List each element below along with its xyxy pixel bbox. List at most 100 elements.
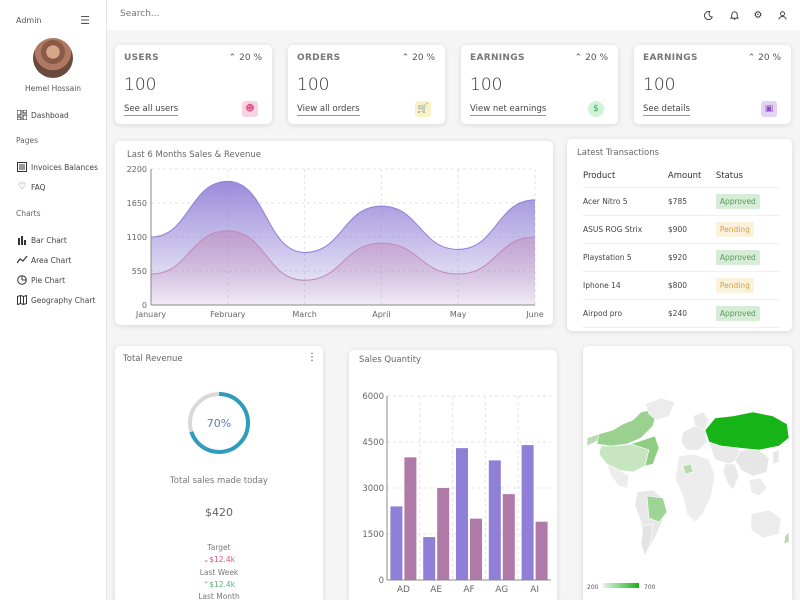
cell-amount: $785 <box>667 187 716 216</box>
last-week-label: Last Week <box>199 568 239 577</box>
bar-AI-series-2 <box>535 521 548 580</box>
last-month-label: Last Month <box>198 592 240 600</box>
transactions-table: Product Amount Status Acer Nitro 5 $785 Ap… <box>583 165 779 328</box>
area-chart-icon <box>16 254 28 266</box>
bar-AG-series-1 <box>488 460 501 580</box>
cell-status: Approved <box>715 187 779 216</box>
sidebar-item-label: FAQ <box>31 182 46 192</box>
sidebar-item-area-chart[interactable]: Area Chart <box>16 254 71 266</box>
search-input[interactable] <box>120 9 320 19</box>
cell-amount: $800 <box>667 271 716 300</box>
widget-title: EARNINGS <box>470 53 525 63</box>
sidebar-item-bar-chart[interactable]: Bar Chart <box>16 234 67 246</box>
sidebar-item-label: Bar Chart <box>31 235 67 245</box>
region-japan <box>772 449 780 465</box>
chevron-up-icon: ⌃ <box>228 53 237 63</box>
cart-icon: 🛒 <box>415 101 431 117</box>
status-badge: Pending <box>715 221 754 237</box>
region-russia <box>704 411 790 451</box>
section-charts: Charts <box>16 209 41 218</box>
total-revenue-title: Total Revenue <box>123 354 183 364</box>
x-tick-label: May <box>450 310 467 319</box>
widget-link[interactable]: See details <box>643 104 690 116</box>
target-label: Target <box>207 543 231 552</box>
region-se-asia <box>748 477 768 497</box>
chevron-up-icon: ⌃ <box>574 53 583 63</box>
bar-AE-series-1 <box>423 537 436 580</box>
bar-AI-series-1 <box>521 445 534 580</box>
cell-product: ASUS ROG Strix <box>583 215 668 244</box>
status-badge: Approved <box>715 193 760 209</box>
more-options-icon[interactable]: ⋮ <box>307 352 317 363</box>
bar-AG-series-2 <box>502 494 515 580</box>
topbar: ⚙ <box>107 0 800 30</box>
sidebar-item-label: Invoices Balances <box>31 162 98 172</box>
column-header-product: Product <box>583 165 668 188</box>
region-argentina <box>640 523 654 557</box>
pie-chart-icon <box>16 274 28 286</box>
sidebar-item-faq[interactable]: ♡ FAQ <box>16 181 46 193</box>
y-tick-label: 1100 <box>127 233 147 242</box>
legend-gradient <box>603 583 639 588</box>
bar-AF-series-1 <box>456 448 468 580</box>
widget-percent: ⌃ 20 % <box>228 53 262 63</box>
heart-icon: ♡ <box>17 182 27 192</box>
sidebar-item-invoices[interactable]: Invoices Balances <box>16 161 98 173</box>
cell-status: Pending <box>715 271 779 300</box>
y-tick-label: 1650 <box>127 199 147 208</box>
notification-icon[interactable] <box>727 8 741 22</box>
gear-icon[interactable]: ⚙ <box>753 9 763 21</box>
transactions-card: Latest Transactions Product Amount Statu… <box>567 139 792 331</box>
sidebar-item-dashboard[interactable]: Dashboad <box>16 109 69 121</box>
sales-quantity-title: Sales Quantity <box>359 355 422 365</box>
widget-link[interactable]: View all orders <box>297 104 360 116</box>
status-badge: Approved <box>715 305 760 321</box>
region-africa <box>674 453 716 523</box>
region-europe <box>680 425 708 451</box>
sidebar-item-geography-chart[interactable]: Geography Chart <box>16 294 95 306</box>
moon-icon[interactable] <box>701 8 715 22</box>
line-series-1 <box>150 180 536 253</box>
world-map: 200 700 <box>586 397 790 591</box>
cell-status: Pending <box>715 215 779 244</box>
x-tick-label: AI <box>530 585 539 595</box>
revenue-amount: $420 <box>205 506 233 519</box>
area-series-2 <box>151 230 535 305</box>
section-pages: Pages <box>16 136 39 145</box>
y-tick-label: 3000 <box>362 484 384 494</box>
status-badge: Pending <box>715 277 754 293</box>
widget-percent: ⌃ 20 % <box>401 53 435 63</box>
cell-product: Airpod pro <box>583 299 668 328</box>
invoice-icon <box>16 161 28 173</box>
widget-users: USERS ⌃ 20 % 100 See all users ☻ <box>115 45 272 124</box>
widget-earnings: EARNINGS ⌃ 20 % 100 View net earnings $ <box>461 45 618 124</box>
widget-value: 100 <box>643 75 676 95</box>
sidebar-item-label: Geography Chart <box>31 295 96 305</box>
widget-link[interactable]: See all users <box>124 104 179 116</box>
dashboard-icon <box>16 109 28 121</box>
line-series-2 <box>150 230 536 281</box>
region-australia <box>750 509 782 539</box>
map-icon <box>16 294 28 306</box>
y-tick-label: 2200 <box>127 165 147 174</box>
table-row[interactable]: Iphone 14 $800 Pending <box>583 271 779 300</box>
menu-toggle-icon[interactable]: ☰ <box>80 13 90 27</box>
widget-link[interactable]: View net earnings <box>470 104 547 116</box>
x-tick-label: AE <box>430 585 442 595</box>
region-india <box>722 463 740 491</box>
chevron-down-icon: ⌄ <box>202 555 210 564</box>
target-value: ⌄$12.4k <box>202 555 236 564</box>
table-row[interactable]: ASUS ROG Strix $900 Pending <box>583 215 779 244</box>
avatar[interactable] <box>33 38 73 78</box>
column-header-amount: Amount <box>667 165 716 188</box>
table-row[interactable]: Playstation 5 $920 Approved <box>583 243 779 272</box>
user-icon[interactable] <box>775 8 789 22</box>
widget-title: EARNINGS <box>643 53 698 63</box>
table-row[interactable]: Airpod pro $240 Approved <box>583 299 779 328</box>
table-row[interactable]: Acer Nitro 5 $785 Approved <box>583 187 779 216</box>
cell-product: Iphone 14 <box>583 271 668 300</box>
y-tick-label: 4500 <box>362 438 384 448</box>
widget-value: 100 <box>124 75 157 95</box>
sidebar-item-pie-chart[interactable]: Pie Chart <box>16 274 65 286</box>
y-tick-label: 0 <box>142 301 147 310</box>
